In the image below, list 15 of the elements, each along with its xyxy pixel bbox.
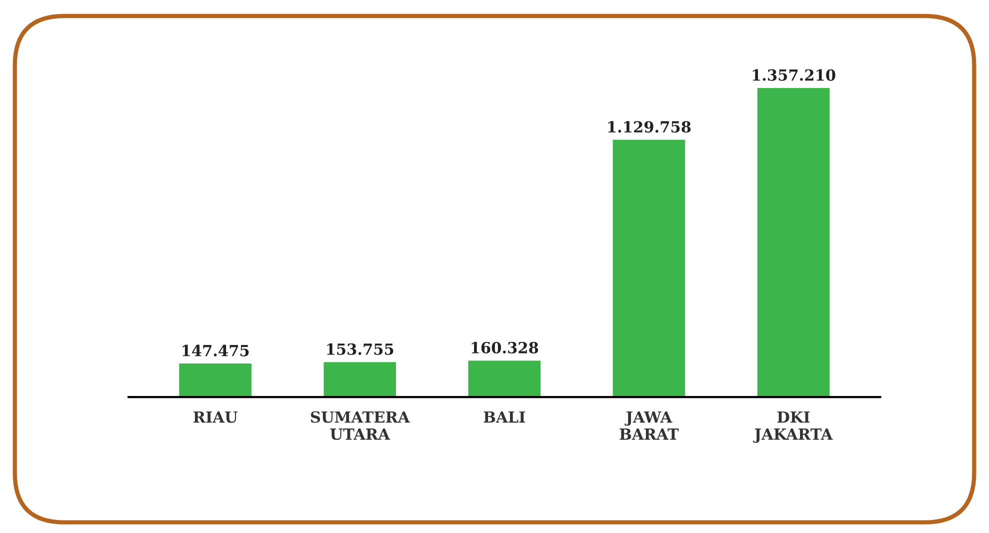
x-tick-label: DKI JAKARTA: [753, 411, 833, 443]
data-label: 153.755: [327, 343, 394, 355]
bar: [612, 140, 686, 398]
data-label: 1.357.210: [752, 69, 836, 81]
x-tick-label: SUMATERA UTARA: [310, 411, 410, 440]
x-tick-label: JAWA BARAT: [620, 411, 679, 440]
data-label: 160.328: [472, 342, 538, 354]
bar: [468, 360, 541, 398]
data-label: 147.475: [182, 344, 249, 356]
bar: [179, 363, 252, 398]
x-tick-label: BALI: [484, 411, 526, 423]
data-label: 1.129.758: [608, 121, 691, 133]
bar: [324, 362, 396, 398]
bar: [757, 88, 830, 398]
x-tick-label: RIAU: [194, 411, 238, 423]
